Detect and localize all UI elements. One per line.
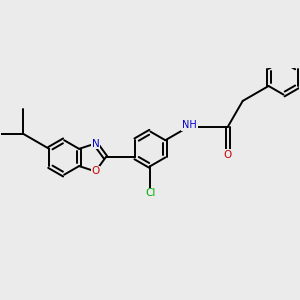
Text: O: O xyxy=(92,167,100,176)
Text: O: O xyxy=(224,150,232,160)
Text: N: N xyxy=(92,139,99,148)
Text: Cl: Cl xyxy=(145,188,156,198)
Text: NH: NH xyxy=(182,120,197,130)
